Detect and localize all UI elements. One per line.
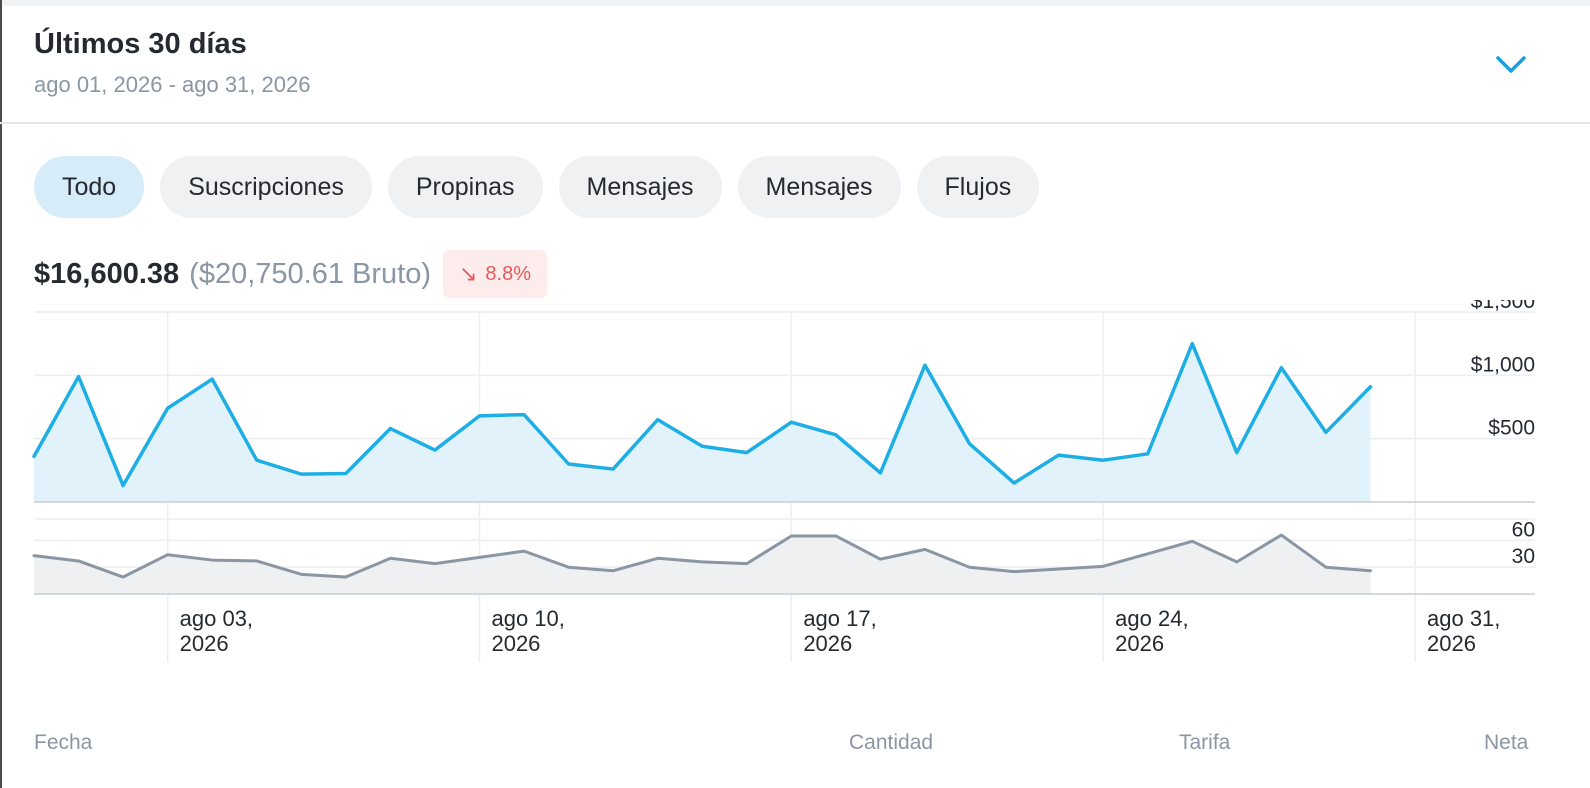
net-total: $16,600.38 <box>34 257 180 290</box>
column-header-fee: Tarifa <box>1179 731 1231 754</box>
column-header-date: Fecha <box>34 731 93 754</box>
left-edge <box>0 0 2 788</box>
tab-subscriptions[interactable]: Suscripciones <box>160 156 372 218</box>
y-tick-label: $1,000 <box>1471 353 1535 376</box>
earnings-summary: $16,600.38 ($20,750.61 Bruto) ↘ 8.8% <box>34 250 548 298</box>
tab-messages[interactable]: Mensajes <box>558 156 722 218</box>
earnings-area <box>34 343 1371 502</box>
earnings-chart: $500 $1,000 $1,500 30 60 ago 03, 2026 ago 10, 20… <box>32 300 1535 662</box>
category-tabs: Todo Suscripciones Propinas Mensajes Men… <box>34 156 1040 218</box>
x-tick-label: ago 10, 2026 <box>491 606 564 656</box>
y-tick-label: $500 <box>1488 417 1535 440</box>
top-strip <box>0 0 1590 6</box>
tab-messages-2[interactable]: Mensajes <box>737 156 901 218</box>
x-tick-label: ago 17, 2026 <box>803 606 876 656</box>
x-tick-label: ago 31, 2026 <box>1427 606 1500 656</box>
chevron-down-icon[interactable] <box>1494 50 1528 78</box>
tab-tips[interactable]: Propinas <box>387 156 543 218</box>
count-area <box>34 535 1371 594</box>
x-tick-label: ago 03, 2026 <box>180 606 253 656</box>
date-range: ago 01, 2026 - ago 31, 2026 <box>34 72 311 97</box>
period-header[interactable]: Últimos 30 días ago 01, 2026 - ago 31, 2… <box>0 6 1590 124</box>
gross-total: ($20,750.61 Bruto) <box>189 257 431 290</box>
x-tick-label: ago 24, 2026 <box>1115 606 1188 656</box>
column-header-net: Neta <box>1484 731 1529 754</box>
period-title: Últimos 30 días <box>34 28 247 60</box>
y-tick-label: 30 <box>1512 545 1535 568</box>
tab-all[interactable]: Todo <box>34 156 145 218</box>
change-badge: ↘ 8.8% <box>442 250 548 298</box>
arrow-down-right-icon: ↘ <box>458 261 478 286</box>
tab-streams[interactable]: Flujos <box>916 156 1040 218</box>
change-percent: 8.8% <box>485 262 532 285</box>
y-tick-label: $1,500 <box>1471 300 1535 313</box>
y-tick-label: 60 <box>1512 518 1535 541</box>
column-header-amount: Cantidad <box>849 731 934 754</box>
